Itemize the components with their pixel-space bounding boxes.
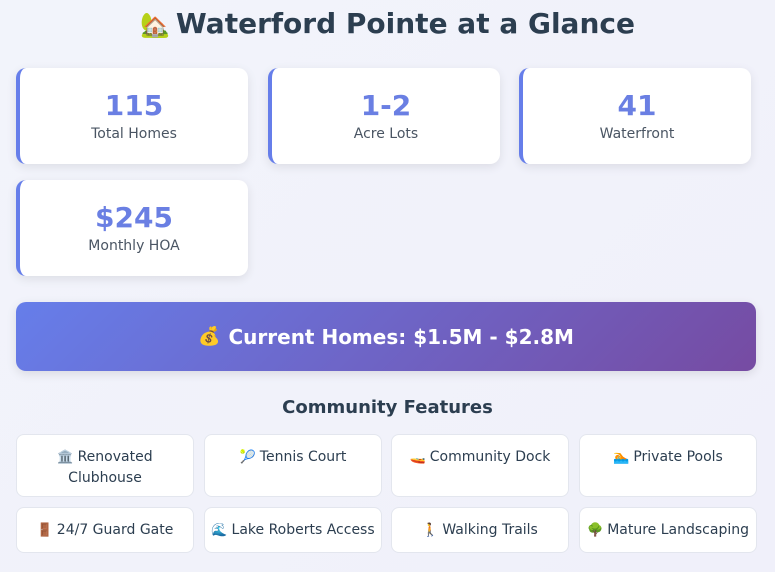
- stat-value: $245: [95, 201, 173, 234]
- feature-label: Tennis Court: [259, 449, 347, 465]
- feature-label: 24/7 Guard Gate: [56, 522, 174, 538]
- feature-community-dock: 🚤 Community Dock: [391, 434, 569, 497]
- price-range-text: Current Homes: $1.5M - $2.8M: [228, 324, 574, 349]
- stat-value: 115: [104, 89, 164, 122]
- feature-clubhouse: 🏛️ Renovated Clubhouse: [16, 434, 194, 497]
- feature-label: Private Pools: [633, 449, 723, 465]
- stat-value: 41: [617, 89, 657, 122]
- feature-label: Lake Roberts Access: [231, 522, 375, 538]
- page-title: 🏡 Waterford Pointe at a Glance: [0, 4, 775, 45]
- feature-lake-access: 🌊 Lake Roberts Access: [204, 507, 382, 553]
- stat-card-monthly-hoa: $245 Monthly HOA: [16, 180, 248, 276]
- stat-card-acre-lots: 1-2 Acre Lots: [268, 68, 500, 164]
- walking-person-icon: 🚶: [422, 523, 439, 538]
- feature-label: Community Dock: [429, 449, 551, 465]
- classical-building-icon: 🏛️: [57, 450, 74, 465]
- feature-mature-landscaping: 🌳 Mature Landscaping: [579, 507, 757, 553]
- stat-card-waterfront: 41 Waterfront: [519, 68, 751, 164]
- tennis-ball-icon: 🎾: [239, 450, 256, 465]
- money-bag-icon: 💰: [198, 326, 221, 347]
- stat-label: Total Homes: [91, 126, 177, 142]
- deciduous-tree-icon: 🌳: [587, 523, 604, 538]
- stat-label: Acre Lots: [353, 126, 419, 142]
- features-heading: Community Features: [282, 397, 493, 418]
- stat-label: Monthly HOA: [88, 238, 180, 254]
- stat-value: 1-2: [360, 89, 412, 122]
- stat-card-total-homes: 115 Total Homes: [16, 68, 248, 164]
- page-title-text: Waterford Pointe at a Glance: [175, 7, 635, 40]
- feature-private-pools: 🏊 Private Pools: [579, 434, 757, 497]
- feature-walking-trails: 🚶 Walking Trails: [391, 507, 569, 553]
- feature-label: Walking Trails: [442, 522, 538, 538]
- feature-tennis-court: 🎾 Tennis Court: [204, 434, 382, 497]
- house-with-tree-icon: 🏡: [140, 11, 170, 39]
- feature-label: Mature Landscaping: [607, 522, 749, 538]
- price-range-banner: 💰 Current Homes: $1.5M - $2.8M: [16, 302, 756, 371]
- feature-label: Renovated Clubhouse: [68, 449, 153, 486]
- swimmer-icon: 🏊: [613, 450, 630, 465]
- speedboat-icon: 🚤: [409, 450, 426, 465]
- water-wave-icon: 🌊: [211, 523, 228, 538]
- door-icon: 🚪: [36, 523, 53, 538]
- stat-label: Waterfront: [599, 126, 675, 142]
- feature-guard-gate: 🚪 24/7 Guard Gate: [16, 507, 194, 553]
